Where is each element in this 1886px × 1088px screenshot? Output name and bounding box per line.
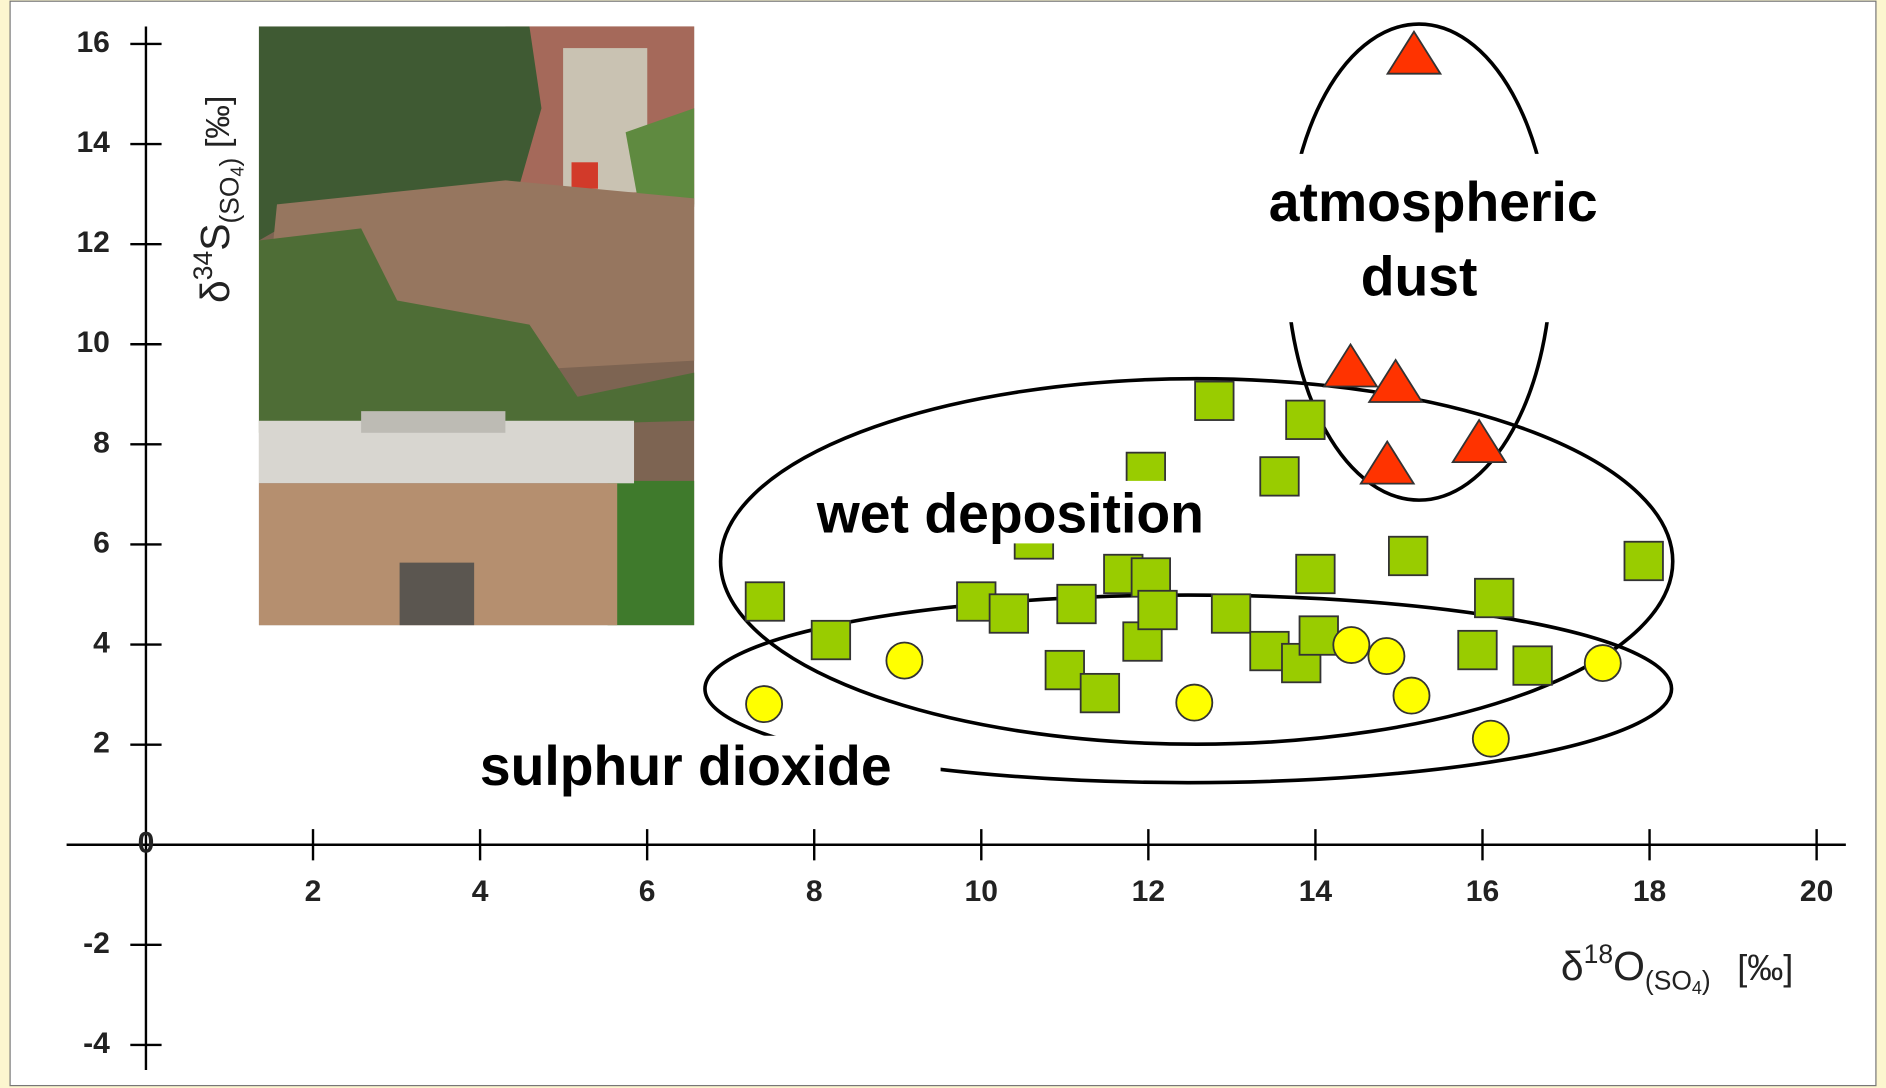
- y-tick-label: -2: [83, 927, 110, 960]
- data-point: [746, 686, 782, 722]
- x-tick-label: 14: [1299, 875, 1333, 908]
- y-tick-label: 14: [76, 126, 110, 159]
- y-tick-label: 6: [93, 526, 110, 559]
- x-tick-label: 10: [965, 875, 998, 908]
- data-point: [1368, 638, 1404, 674]
- x-tick-label: 12: [1132, 875, 1165, 908]
- data-point: [1260, 457, 1298, 495]
- annotation: sulphur dioxide: [427, 729, 944, 804]
- data-point: [1176, 685, 1212, 721]
- chart: 2 4 6 8 10 12 14 16 18 20 -4 -2 0 2 4 6 8 10 12 14 16 atmosp…: [0, 0, 1886, 1088]
- data-point: [990, 594, 1028, 632]
- y-tick-label: 4: [93, 626, 110, 659]
- x-tick-label: 20: [1800, 875, 1833, 908]
- data-point: [1585, 645, 1621, 681]
- data-point: [1389, 537, 1427, 575]
- y-tick-label: 16: [76, 26, 109, 59]
- x-tick-label: 6: [639, 875, 656, 908]
- data-point: [1195, 382, 1233, 420]
- data-point: [1138, 591, 1176, 629]
- annotation: atmospheric dust: [1269, 165, 1570, 314]
- data-point: [1046, 651, 1084, 689]
- data-point: [1212, 594, 1250, 632]
- y-tick-label: 2: [93, 727, 110, 760]
- annotation-box: atmospheric dust: [1221, 165, 1618, 321]
- annotation: wet deposition: [770, 476, 1251, 551]
- y-tick-label: 10: [76, 326, 109, 359]
- photo: [259, 26, 694, 625]
- data-point: [1300, 616, 1338, 654]
- data-point: [1057, 585, 1095, 623]
- data-point: [812, 621, 850, 659]
- data-point: [1473, 721, 1509, 757]
- data-point: [1513, 646, 1551, 684]
- data-point: [1296, 555, 1334, 593]
- annotation-box: sulphur dioxide: [427, 729, 944, 804]
- data-point: [1333, 627, 1369, 663]
- x-tick-label: 2: [305, 875, 322, 908]
- data-point: [886, 643, 922, 679]
- data-point: [1286, 401, 1324, 439]
- page: 2 4 6 8 10 12 14 16 18 20 -4 -2 0 2 4 6 8 10 12 14 16 atmosp…: [0, 0, 1886, 1088]
- data-point: [1624, 542, 1662, 580]
- data-point: [1393, 678, 1429, 714]
- data-point: [1458, 631, 1496, 669]
- x-tick-label: 16: [1466, 875, 1499, 908]
- data-point: [1081, 674, 1119, 712]
- y-tick-label: 8: [93, 426, 110, 459]
- data-point: [1475, 579, 1513, 617]
- data-point: [746, 582, 784, 620]
- x-tick-label: 18: [1633, 875, 1666, 908]
- y-tick-label: 0: [138, 827, 155, 860]
- x-tick-label: 8: [806, 875, 823, 908]
- annotation-box: wet deposition: [770, 476, 1251, 551]
- x-tick-label: 4: [472, 875, 489, 908]
- y-tick-label: 12: [76, 226, 109, 259]
- y-tick-label: -4: [83, 1027, 110, 1060]
